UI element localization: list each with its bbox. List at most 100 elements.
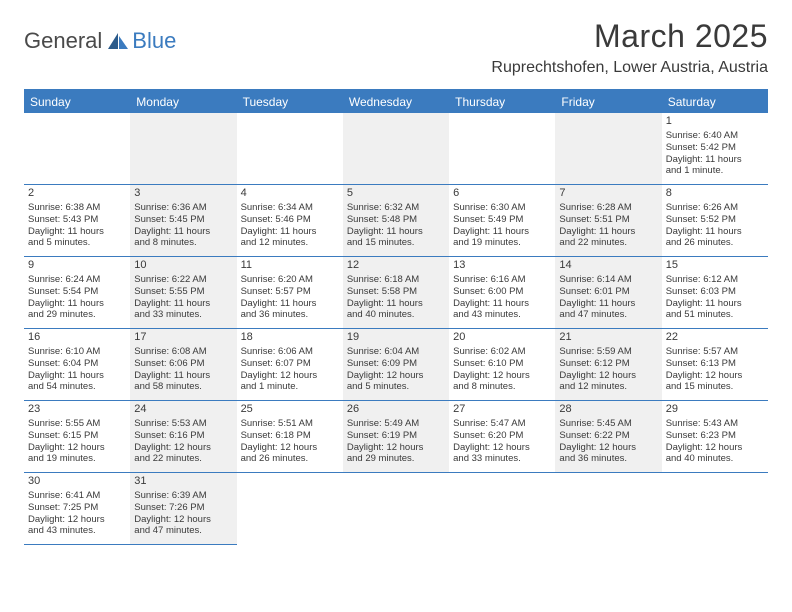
cell-sunrise: Sunrise: 6:40 AM — [666, 130, 764, 142]
cell-daylight2: and 5 minutes. — [28, 237, 126, 249]
cell-daylight2: and 36 minutes. — [559, 453, 657, 465]
cell-sunset: Sunset: 6:01 PM — [559, 286, 657, 298]
day-number: 15 — [666, 259, 764, 273]
day-number: 9 — [28, 259, 126, 273]
logo: General Blue — [24, 28, 176, 54]
cell-daylight1: Daylight: 11 hours — [666, 226, 764, 238]
day-header-cell: Wednesday — [343, 91, 449, 113]
calendar-cell: 26Sunrise: 5:49 AMSunset: 6:19 PMDayligh… — [343, 401, 449, 473]
cell-sunset: Sunset: 6:07 PM — [241, 358, 339, 370]
day-number: 17 — [134, 331, 232, 345]
cell-daylight2: and 19 minutes. — [28, 453, 126, 465]
week-row: 16Sunrise: 6:10 AMSunset: 6:04 PMDayligh… — [24, 329, 768, 401]
calendar-cell: 15Sunrise: 6:12 AMSunset: 6:03 PMDayligh… — [662, 257, 768, 329]
day-number: 28 — [559, 403, 657, 417]
cell-daylight2: and 43 minutes. — [453, 309, 551, 321]
cell-sunset: Sunset: 6:23 PM — [666, 430, 764, 442]
cell-daylight2: and 29 minutes. — [347, 453, 445, 465]
cell-daylight2: and 12 minutes. — [241, 237, 339, 249]
calendar-cell: 18Sunrise: 6:06 AMSunset: 6:07 PMDayligh… — [237, 329, 343, 401]
cell-daylight1: Daylight: 12 hours — [666, 370, 764, 382]
cell-sunset: Sunset: 5:55 PM — [134, 286, 232, 298]
cell-daylight1: Daylight: 12 hours — [241, 442, 339, 454]
cell-sunrise: Sunrise: 6:18 AM — [347, 274, 445, 286]
day-header-cell: Friday — [555, 91, 661, 113]
week-row: 23Sunrise: 5:55 AMSunset: 6:15 PMDayligh… — [24, 401, 768, 473]
cell-sunrise: Sunrise: 6:34 AM — [241, 202, 339, 214]
day-number: 23 — [28, 403, 126, 417]
day-number: 10 — [134, 259, 232, 273]
cell-daylight1: Daylight: 11 hours — [347, 298, 445, 310]
cell-sunrise: Sunrise: 6:12 AM — [666, 274, 764, 286]
cell-sunset: Sunset: 6:00 PM — [453, 286, 551, 298]
cell-sunset: Sunset: 6:06 PM — [134, 358, 232, 370]
cell-sunset: Sunset: 6:04 PM — [28, 358, 126, 370]
cell-sunrise: Sunrise: 5:59 AM — [559, 346, 657, 358]
day-number: 18 — [241, 331, 339, 345]
cell-sunrise: Sunrise: 5:49 AM — [347, 418, 445, 430]
calendar-cell-empty — [449, 473, 555, 545]
cell-daylight1: Daylight: 11 hours — [28, 226, 126, 238]
cell-daylight1: Daylight: 11 hours — [28, 370, 126, 382]
cell-daylight1: Daylight: 12 hours — [453, 442, 551, 454]
title-block: March 2025 Ruprechtshofen, Lower Austria… — [491, 18, 768, 77]
cell-sunrise: Sunrise: 6:08 AM — [134, 346, 232, 358]
cell-sunrise: Sunrise: 6:41 AM — [28, 490, 126, 502]
week-row: 9Sunrise: 6:24 AMSunset: 5:54 PMDaylight… — [24, 257, 768, 329]
calendar-cell: 20Sunrise: 6:02 AMSunset: 6:10 PMDayligh… — [449, 329, 555, 401]
day-number: 8 — [666, 187, 764, 201]
cell-sunrise: Sunrise: 5:51 AM — [241, 418, 339, 430]
calendar-cell-empty — [24, 113, 130, 185]
cell-daylight2: and 8 minutes. — [453, 381, 551, 393]
cell-daylight2: and 51 minutes. — [666, 309, 764, 321]
calendar-cell: 3Sunrise: 6:36 AMSunset: 5:45 PMDaylight… — [130, 185, 236, 257]
cell-daylight2: and 33 minutes. — [134, 309, 232, 321]
day-header-cell: Saturday — [662, 91, 768, 113]
calendar-cell: 30Sunrise: 6:41 AMSunset: 7:25 PMDayligh… — [24, 473, 130, 545]
day-header-row: SundayMondayTuesdayWednesdayThursdayFrid… — [24, 91, 768, 113]
cell-sunset: Sunset: 6:10 PM — [453, 358, 551, 370]
calendar-cell-empty — [449, 113, 555, 185]
logo-sail-icon — [106, 31, 130, 51]
cell-daylight1: Daylight: 11 hours — [347, 226, 445, 238]
cell-daylight1: Daylight: 12 hours — [28, 442, 126, 454]
cell-daylight1: Daylight: 11 hours — [134, 226, 232, 238]
day-number: 12 — [347, 259, 445, 273]
cell-sunset: Sunset: 6:19 PM — [347, 430, 445, 442]
cell-daylight1: Daylight: 12 hours — [134, 514, 232, 526]
cell-daylight1: Daylight: 12 hours — [134, 442, 232, 454]
calendar: SundayMondayTuesdayWednesdayThursdayFrid… — [24, 89, 768, 545]
cell-sunset: Sunset: 6:09 PM — [347, 358, 445, 370]
day-number: 14 — [559, 259, 657, 273]
header: General Blue March 2025 Ruprechtshofen, … — [0, 0, 792, 81]
day-number: 11 — [241, 259, 339, 273]
cell-sunrise: Sunrise: 6:39 AM — [134, 490, 232, 502]
cell-daylight1: Daylight: 11 hours — [28, 298, 126, 310]
day-number: 29 — [666, 403, 764, 417]
cell-sunrise: Sunrise: 6:28 AM — [559, 202, 657, 214]
day-number: 13 — [453, 259, 551, 273]
calendar-cell: 23Sunrise: 5:55 AMSunset: 6:15 PMDayligh… — [24, 401, 130, 473]
cell-daylight1: Daylight: 11 hours — [134, 370, 232, 382]
calendar-cell: 27Sunrise: 5:47 AMSunset: 6:20 PMDayligh… — [449, 401, 555, 473]
day-number: 31 — [134, 475, 232, 489]
calendar-cell-empty — [555, 113, 661, 185]
cell-daylight2: and 43 minutes. — [28, 525, 126, 537]
cell-daylight2: and 1 minute. — [666, 165, 764, 177]
cell-sunset: Sunset: 5:42 PM — [666, 142, 764, 154]
cell-daylight1: Daylight: 12 hours — [241, 370, 339, 382]
cell-daylight1: Daylight: 11 hours — [134, 298, 232, 310]
cell-daylight1: Daylight: 11 hours — [559, 298, 657, 310]
month-title: March 2025 — [491, 18, 768, 55]
calendar-cell-empty — [343, 113, 449, 185]
calendar-cell: 5Sunrise: 6:32 AMSunset: 5:48 PMDaylight… — [343, 185, 449, 257]
day-number: 22 — [666, 331, 764, 345]
day-number: 1 — [666, 115, 764, 129]
cell-sunset: Sunset: 6:16 PM — [134, 430, 232, 442]
calendar-cell: 22Sunrise: 5:57 AMSunset: 6:13 PMDayligh… — [662, 329, 768, 401]
calendar-cell: 1Sunrise: 6:40 AMSunset: 5:42 PMDaylight… — [662, 113, 768, 185]
cell-daylight1: Daylight: 12 hours — [559, 442, 657, 454]
week-row: 2Sunrise: 6:38 AMSunset: 5:43 PMDaylight… — [24, 185, 768, 257]
cell-sunset: Sunset: 6:20 PM — [453, 430, 551, 442]
calendar-cell: 28Sunrise: 5:45 AMSunset: 6:22 PMDayligh… — [555, 401, 661, 473]
